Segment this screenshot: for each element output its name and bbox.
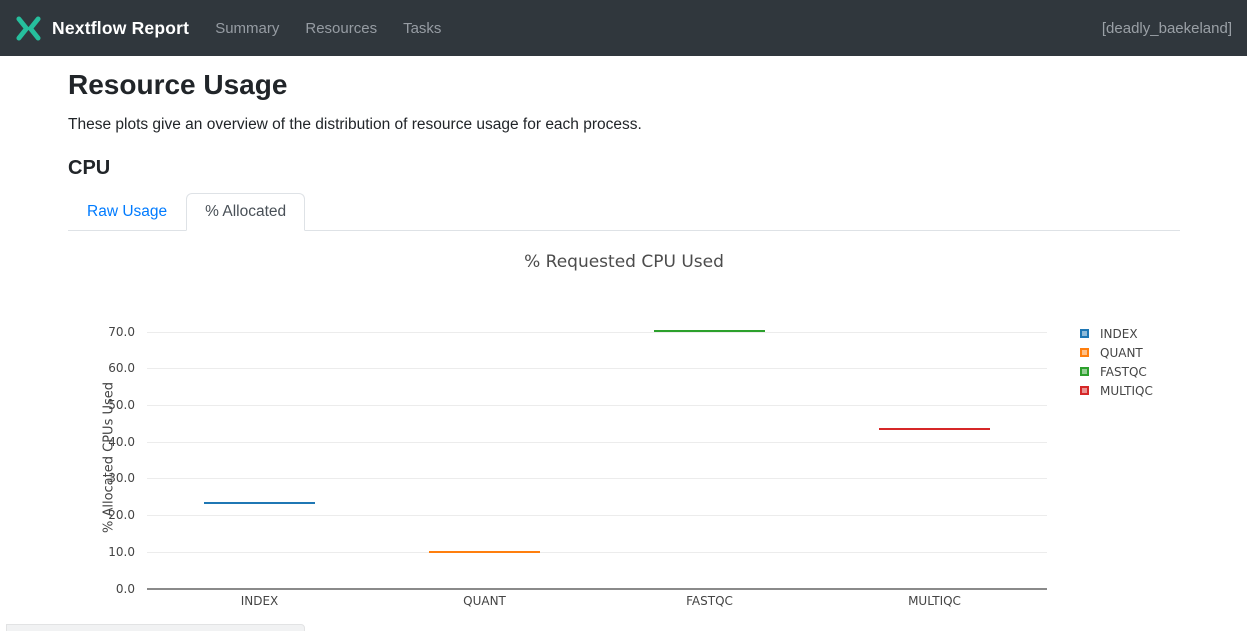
section-title-cpu: CPU <box>68 157 111 179</box>
tab-allocated[interactable]: % Allocated <box>186 193 306 231</box>
gridline-20 <box>147 515 1047 517</box>
gridline-30 <box>147 478 1047 480</box>
x-tick-label-quant: QUANT <box>463 594 506 608</box>
cpu-allocated-chart: % Requested CPU Used % Allocated CPUs Us… <box>68 231 1180 611</box>
main-content: Resource Usage These plots give an overv… <box>0 69 1247 611</box>
chart-legend: INDEX QUANT FASTQC MULTIQC <box>1080 324 1153 400</box>
x-tick-label-fastqc: FASTQC <box>686 594 733 608</box>
box-quant[interactable] <box>429 550 540 553</box>
cpu-tab-bar: Raw Usage % Allocated <box>68 193 1180 231</box>
page-description: These plots give an overview of the dist… <box>68 116 642 133</box>
y-tick-label-10: 10.0 <box>108 544 135 559</box>
legend-label-fastqc: FASTQC <box>1100 364 1147 379</box>
y-tick-label-50: 50.0 <box>108 397 135 412</box>
legend-item-multiqc[interactable]: MULTIQC <box>1080 381 1153 400</box>
gridline-10 <box>147 551 1047 553</box>
y-tick-label-0: 0.0 <box>115 581 135 596</box>
page-title: Resource Usage <box>68 69 288 100</box>
nav-item-tasks[interactable]: Tasks <box>403 19 442 37</box>
brand[interactable]: Nextflow Report <box>15 15 189 42</box>
legend-label-multiqc: MULTIQC <box>1100 383 1153 398</box>
nav-item-summary[interactable]: Summary <box>215 19 280 37</box>
box-fastqc[interactable] <box>654 329 765 332</box>
y-tick-label-30: 30.0 <box>108 471 135 486</box>
chart-title: % Requested CPU Used <box>524 252 724 272</box>
app-title: Nextflow Report <box>52 17 190 38</box>
legend-swatch-multiqc <box>1080 386 1089 395</box>
legend-item-quant[interactable]: QUANT <box>1080 343 1153 362</box>
gridline-70 <box>147 331 1047 333</box>
y-tick-label-40: 40.0 <box>108 434 135 449</box>
browser-status-tooltip <box>6 624 305 631</box>
x-tick-label-multiqc: MULTIQC <box>908 594 961 608</box>
y-tick-label-60: 60.0 <box>108 361 135 376</box>
tab-raw-usage[interactable]: Raw Usage <box>87 203 168 220</box>
x-tick-label-index: INDEX <box>240 594 279 608</box>
y-tick-label-70: 70.0 <box>108 324 135 339</box>
nextflow-logo-icon <box>15 15 42 42</box>
legend-label-quant: QUANT <box>1100 345 1143 360</box>
legend-label-index: INDEX <box>1100 326 1138 341</box>
header: Nextflow Report Summary Resources Tasks [d… <box>0 0 1247 56</box>
box-multiqc[interactable] <box>879 428 990 431</box>
gridline-50 <box>147 404 1047 406</box>
legend-swatch-index <box>1080 329 1089 338</box>
legend-swatch-fastqc <box>1080 367 1089 376</box>
legend-item-index[interactable]: INDEX <box>1080 324 1153 343</box>
y-tick-label-20: 20.0 <box>108 508 135 523</box>
header-nav: Summary Resources Tasks <box>215 20 441 37</box>
gridline-60 <box>147 368 1047 370</box>
gridline-40 <box>147 441 1047 443</box>
box-index[interactable] <box>204 502 315 505</box>
x-axis-line <box>147 587 1047 590</box>
y-axis-title: % Allocated CPUs Used <box>101 381 117 534</box>
nav-item-resources[interactable]: Resources <box>305 19 378 37</box>
legend-swatch-quant <box>1080 348 1089 357</box>
legend-item-fastqc[interactable]: FASTQC <box>1080 362 1153 381</box>
run-name: [deadly_baekeland] <box>1101 19 1232 37</box>
